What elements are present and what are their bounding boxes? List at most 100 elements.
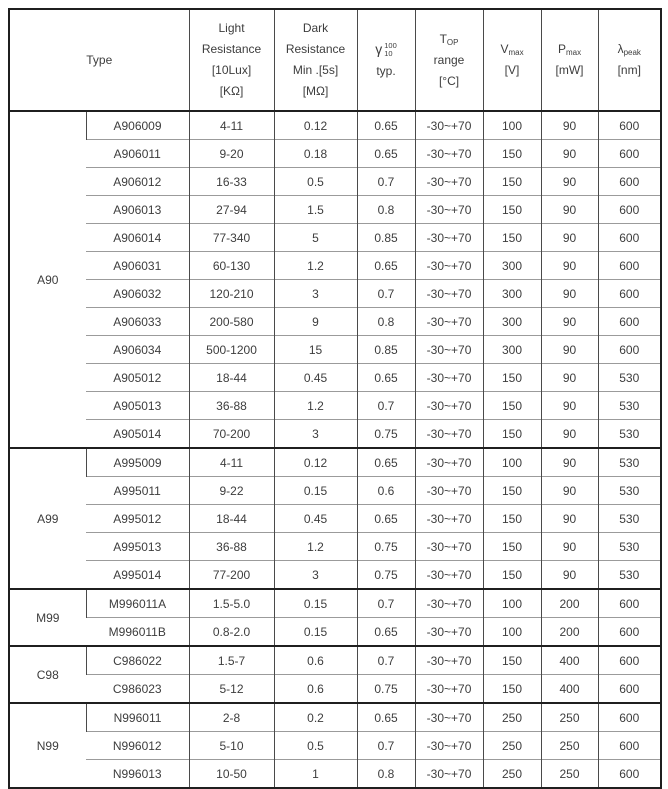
- dark-resistance-cell: 0.15: [273, 588, 358, 618]
- v-max-cell: 150: [482, 139, 542, 168]
- table-row: A906031 60-130 1.2 0.65 -30~+70 300 90 600: [9, 251, 662, 280]
- table-row: A995011 9-22 0.15 0.6 -30~+70 150 90 530: [9, 476, 662, 505]
- top-range-cell: -30~+70: [414, 674, 484, 703]
- dark-resistance-cell: 3: [273, 560, 358, 589]
- gamma-typ-cell: 0.65: [356, 251, 416, 280]
- gamma-typ-cell: 0.7: [356, 731, 416, 760]
- top-range-cell: -30~+70: [414, 195, 484, 224]
- part-number-cell: A995012: [86, 504, 190, 533]
- light-resistance-cell: 4-11: [188, 111, 275, 140]
- light-resistance-cell: 36-88: [188, 532, 275, 561]
- lambda-peak-cell: 530: [597, 560, 662, 589]
- lambda-peak-cell: 530: [597, 504, 662, 533]
- table-row: M99 M996011A 1.5-5.0 0.15 0.7 -30~+70 100 200 60…: [9, 588, 662, 646]
- col-header-type: Type: [9, 9, 190, 112]
- top-range-cell: -30~+70: [414, 251, 484, 280]
- p-max-cell: 90: [540, 279, 599, 308]
- light-resistance-cell: 2-8: [188, 702, 275, 732]
- v-max-cell: 150: [482, 223, 542, 252]
- v-max-cell: 150: [482, 476, 542, 505]
- top-range-cell: -30~+70: [414, 419, 484, 448]
- part-number-cell: N996012: [86, 731, 190, 760]
- gamma-typ-cell: 0.65: [356, 139, 416, 168]
- light-resistance-cell: 18-44: [188, 363, 275, 392]
- lambda-peak-cell: 600: [597, 111, 662, 140]
- col-header-pmax: Pmax [mW]: [540, 9, 599, 112]
- type-group-cell: A99: [9, 447, 86, 589]
- p-max-cell: 90: [540, 560, 599, 589]
- p-max-cell: 400: [540, 645, 599, 675]
- part-number-cell: A995011: [86, 476, 190, 505]
- light-resistance-cell: 4-11: [188, 447, 275, 477]
- part-number-cell: A906009: [85, 111, 190, 140]
- gamma-typ-cell: 0.65: [356, 363, 416, 392]
- part-number-cell: A906033: [86, 307, 190, 336]
- top-range-cell: -30~+70: [414, 702, 484, 732]
- table-row: A906034 500-1200 15 0.85 -30~+70 300 90 600: [9, 335, 662, 364]
- col-header-top-range: TOP range [°C]: [414, 9, 484, 112]
- lambda-peak-cell: 530: [597, 391, 662, 420]
- p-max-cell: 90: [540, 532, 599, 561]
- part-number-cell: A906013: [86, 195, 190, 224]
- dark-resistance-cell: 0.6: [273, 645, 358, 675]
- p-max-cell: 90: [540, 447, 599, 477]
- gamma-typ-cell: 0.8: [356, 195, 416, 224]
- lambda-peak-cell: 530: [597, 532, 662, 561]
- v-max-cell: 150: [482, 167, 542, 196]
- part-number-cell: C986022: [85, 645, 190, 675]
- table-row: A906011 9-20 0.18 0.65 -30~+70 150 90 600: [9, 139, 662, 168]
- p-max-cell: 90: [540, 476, 599, 505]
- gamma-typ-cell: 0.75: [356, 674, 416, 703]
- table-header: Type Light Resistance [10Lux] [KΩ] Dark …: [9, 9, 662, 112]
- table-row: A905012 18-44 0.45 0.65 -30~+70 150 90 530: [9, 363, 662, 392]
- table-row: A995014 77-200 3 0.75 -30~+70 150 90 530: [9, 560, 662, 589]
- col-header-vmax: Vmax [V]: [482, 9, 542, 112]
- top-range-cell: -30~+70: [414, 645, 484, 675]
- table-row: A995012 18-44 0.45 0.65 -30~+70 150 90 530: [9, 504, 662, 533]
- p-max-cell: 90: [540, 223, 599, 252]
- type-group-cell: C98: [9, 645, 86, 703]
- v-max-cell: 300: [482, 251, 542, 280]
- top-range-cell: -30~+70: [414, 447, 484, 477]
- light-resistance-cell: 200-580: [188, 307, 275, 336]
- top-range-cell: -30~+70: [414, 759, 484, 788]
- gamma-typ-cell: 0.75: [356, 419, 416, 448]
- part-number-cell: C986023: [86, 674, 190, 703]
- dark-resistance-cell: 1.2: [273, 532, 358, 561]
- lambda-peak-cell: 600: [597, 674, 662, 703]
- top-range-cell: -30~+70: [414, 363, 484, 392]
- gamma-typ-cell: 0.65: [356, 504, 416, 533]
- p-max-cell: 250: [540, 731, 599, 760]
- part-number-cell: A906014: [86, 223, 190, 252]
- lambda-peak-cell: 600: [597, 335, 662, 364]
- lambda-peak-cell: 600: [597, 731, 662, 760]
- gamma-typ-cell: 0.85: [356, 335, 416, 364]
- gamma-typ-cell: 0.7: [356, 645, 416, 675]
- lambda-peak-cell: 600: [597, 279, 662, 308]
- dark-resistance-cell: 1.2: [273, 391, 358, 420]
- p-max-cell: 90: [540, 195, 599, 224]
- col-header-gamma: γ 100 10 typ.: [356, 9, 416, 112]
- light-resistance-cell: 5-12: [188, 674, 275, 703]
- table-row: C986023 5-12 0.6 0.75 -30~+70 150 400 600: [9, 674, 662, 703]
- v-max-cell: 250: [482, 702, 542, 732]
- lambda-peak-cell: 600: [597, 702, 662, 732]
- p-max-cell: 90: [540, 363, 599, 392]
- top-range-cell: -30~+70: [414, 588, 484, 618]
- gamma-typ-cell: 0.85: [356, 223, 416, 252]
- table-row: A906032 120-210 3 0.7 -30~+70 300 90 600: [9, 279, 662, 308]
- p-max-cell: 90: [540, 251, 599, 280]
- v-max-cell: 150: [482, 363, 542, 392]
- dark-resistance-cell: 9: [273, 307, 358, 336]
- dark-resistance-cell: 0.18: [273, 139, 358, 168]
- part-number-cell: A995013: [86, 532, 190, 561]
- p-max-cell: 400: [540, 674, 599, 703]
- light-resistance-cell: 27-94: [188, 195, 275, 224]
- v-max-cell: 150: [482, 195, 542, 224]
- lambda-peak-cell: 600: [597, 195, 662, 224]
- header-row: Type Light Resistance [10Lux] [KΩ] Dark …: [9, 9, 662, 112]
- p-max-cell: 90: [540, 335, 599, 364]
- top-range-cell: -30~+70: [414, 279, 484, 308]
- table-row: A905013 36-88 1.2 0.7 -30~+70 150 90 530: [9, 391, 662, 420]
